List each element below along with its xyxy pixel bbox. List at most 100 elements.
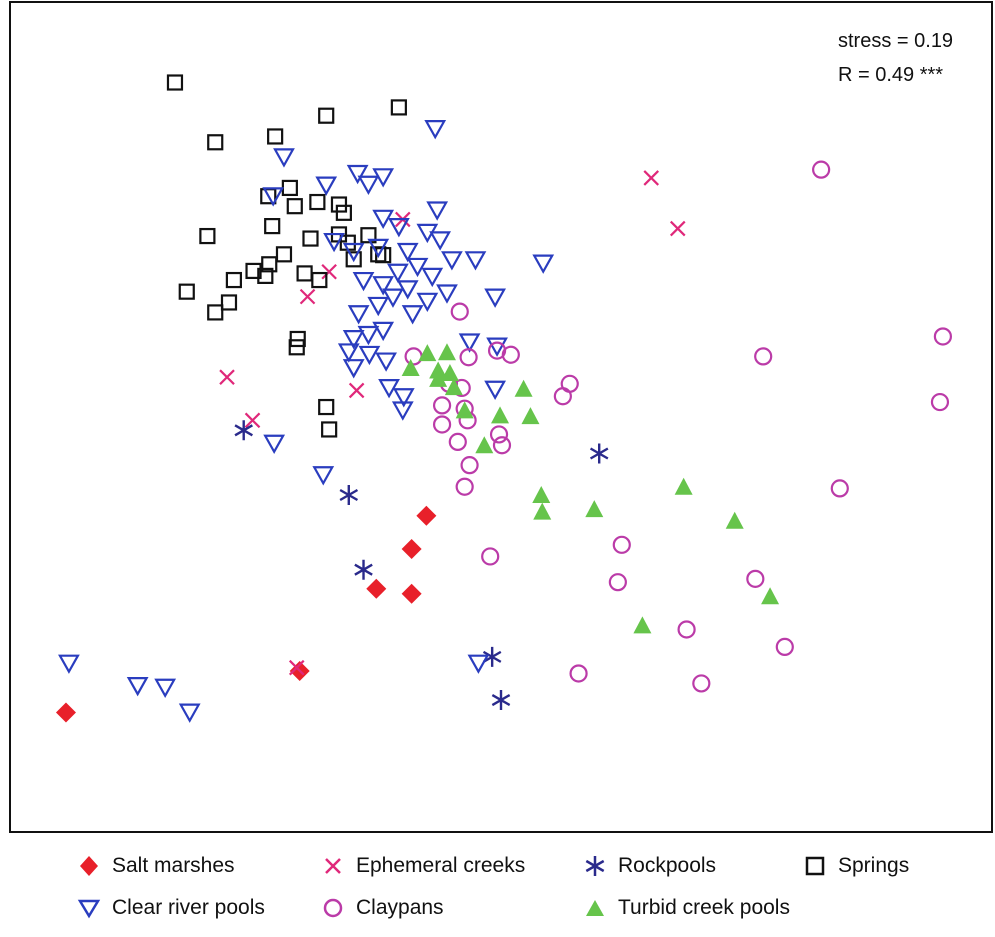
data-point [492,436,512,455]
data-point [299,288,316,305]
data-point [448,432,467,451]
legend-item-claypans: Claypans [320,892,444,924]
data-point [311,271,328,289]
data-point [296,265,313,282]
series-ephemeral-creeks [219,170,686,676]
data-point [396,242,419,263]
data-point [484,380,506,401]
r-statistic-label: R = 0.49 *** [838,64,944,86]
data-point [281,179,298,197]
data-point [375,352,397,372]
data-point [450,302,469,321]
data-point [347,305,370,325]
data-point [321,263,337,280]
data-point [245,262,262,280]
data-point [491,406,510,424]
data-point [444,378,463,396]
legend-label: Rockpools [618,854,717,877]
legend-item-rockpools: Rockpools [582,850,716,882]
data-point [418,344,437,362]
data-point [309,193,326,211]
data-point [166,74,184,91]
data-point [553,387,572,406]
data-point [725,511,744,529]
data-point [486,337,508,357]
legend: Salt marshes Ephemeral creeks Rockpools … [0,840,995,935]
circle-icon [323,898,343,918]
data-point [401,359,420,377]
data-point [372,209,395,230]
series-rockpools [234,420,609,711]
data-point [429,369,448,387]
data-point [401,538,422,559]
data-point [264,218,281,235]
stress-label: stress = 0.19 [838,30,954,52]
data-point [199,227,216,245]
data-point [323,232,345,253]
data-point [458,333,481,353]
data-point [612,535,631,554]
data-point [342,242,365,263]
data-point [261,256,278,273]
legend-label: Springs [838,854,910,877]
data-point [302,230,319,247]
data-point [337,343,360,363]
data-point [391,401,414,421]
data-point [489,425,509,444]
data-point [354,559,373,580]
legend-item-ephemeral-creeks: Ephemeral creeks [320,850,525,882]
data-point [225,271,242,289]
data-point [775,637,794,657]
diamond-icon [80,856,98,876]
data-point [532,254,555,274]
data-point [521,407,540,425]
data-point [360,227,377,244]
data-point [464,251,487,271]
data-point [273,148,295,168]
data-point [633,616,652,634]
data-point [357,175,380,196]
data-point [569,664,588,683]
data-point [318,398,335,416]
data-point [330,196,348,213]
data-point [289,330,306,348]
data-point [401,583,422,604]
data-point [219,369,235,385]
data-point [335,204,352,221]
data-point [234,420,253,441]
data-point [460,456,479,475]
data-point [390,99,407,116]
data-point [262,187,285,207]
data-point [754,347,773,366]
series-turbid-creek-pools [401,343,780,634]
data-point [432,415,452,434]
data-point [421,267,444,288]
data-point [58,654,80,674]
data-point [378,379,400,399]
data-point [387,263,409,283]
legend-label: Claypans [356,896,444,919]
data-point [372,168,395,188]
data-point [342,359,365,379]
data-point [345,251,362,268]
data-point [475,436,494,454]
data-point [406,257,429,278]
data-point [514,379,533,397]
data-point [830,479,849,498]
data-point [286,198,303,215]
data-point [244,412,261,429]
square-icon [805,856,825,876]
data-point [459,348,478,367]
data-point [416,292,439,313]
legend-label: Salt marshes [112,854,235,877]
data-point [761,587,780,605]
legend-item-salt-marshes: Salt marshes [76,850,235,882]
data-point [481,547,500,566]
data-point [312,466,335,486]
data-point [367,296,390,317]
data-point [429,231,451,251]
data-point [126,676,149,697]
data-point [608,573,627,592]
data-point [352,271,375,292]
